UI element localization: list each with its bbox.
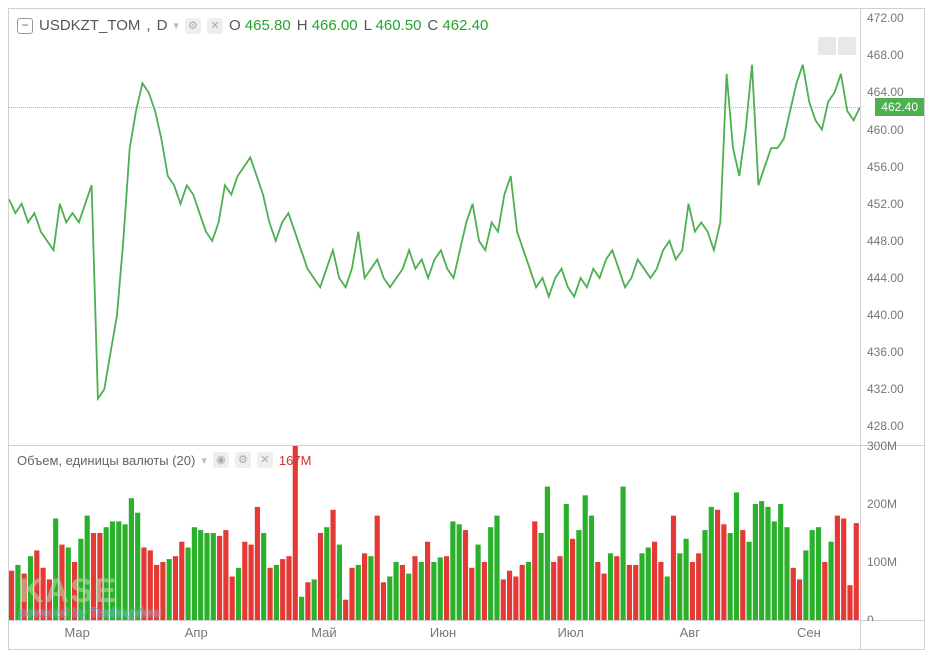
price-y-axis[interactable]: 462.40 428.00 432.00 436.00 440.00 444.00 448… (860, 9, 924, 445)
close-icon[interactable]: ✕ (257, 452, 273, 468)
y-tick-label: 432.00 (867, 382, 904, 396)
volume-title: Объем, единицы валюты (20) (17, 453, 195, 468)
ohlc-high: H 466.00 (297, 17, 358, 34)
panel-toolbar (818, 37, 856, 55)
y-tick-label: 100M (867, 555, 897, 569)
price-line-chart (9, 9, 860, 445)
y-tick-label: 456.00 (867, 160, 904, 174)
time-axis-area: Мар Апр Май Июн Июл Авг Сен (9, 621, 860, 649)
panel-tool-1-icon[interactable] (818, 37, 836, 55)
chart-container: − USDKZT_TOM, D ▾ ⚙ ✕ O 465.80 H 466.00 … (8, 8, 925, 650)
eye-icon[interactable]: ◉ (213, 452, 229, 468)
x-tick-label: Июн (430, 625, 456, 640)
powered-by-label: powered by TradingView (19, 605, 161, 620)
price-panel: − USDKZT_TOM, D ▾ ⚙ ✕ O 465.80 H 466.00 … (9, 9, 924, 446)
x-tick-label: Авг (680, 625, 700, 640)
x-tick-label: Июл (557, 625, 583, 640)
volume-value: 167M (279, 453, 312, 468)
ohlc-low: L 460.50 (364, 17, 422, 34)
chevron-down-icon[interactable]: ▾ (173, 19, 179, 32)
x-tick-label: Мар (64, 625, 89, 640)
chevron-down-icon[interactable]: ▾ (201, 454, 207, 467)
collapse-icon[interactable]: − (17, 18, 33, 34)
y-tick-label: 440.00 (867, 308, 904, 322)
y-tick-label: 460.00 (867, 123, 904, 137)
volume-header: Объем, единицы валюты (20) ▾ ◉ ⚙ ✕ 167M (17, 452, 311, 468)
volume-panel: KASE powered by TradingView Объем, едини… (9, 446, 924, 621)
x-tick-label: Апр (185, 625, 208, 640)
y-tick-label: 468.00 (867, 48, 904, 62)
ohlc-open: O 465.80 (229, 17, 291, 34)
symbol-interval: D (157, 17, 168, 34)
y-tick-label: 444.00 (867, 271, 904, 285)
y-tick-label: 200M (867, 497, 897, 511)
y-tick-label: 436.00 (867, 345, 904, 359)
ohlc-close: C 462.40 (427, 17, 488, 34)
watermark: KASE powered by TradingView (19, 572, 161, 620)
price-header: − USDKZT_TOM, D ▾ ⚙ ✕ O 465.80 H 466.00 … (17, 17, 488, 34)
panel-tool-2-icon[interactable] (838, 37, 856, 55)
x-tick-label: Май (311, 625, 336, 640)
y-tick-label: 472.00 (867, 11, 904, 25)
y-tick-label: 452.00 (867, 197, 904, 211)
close-icon[interactable]: ✕ (207, 18, 223, 34)
price-plot-area[interactable]: − USDKZT_TOM, D ▾ ⚙ ✕ O 465.80 H 466.00 … (9, 9, 860, 445)
time-axis[interactable]: Мар Апр Май Июн Июл Авг Сен (9, 621, 924, 649)
symbol-name[interactable]: USDKZT_TOM (39, 17, 140, 34)
y-tick-label: 428.00 (867, 419, 904, 433)
y-tick-label: 448.00 (867, 234, 904, 248)
current-price-tag: 462.40 (875, 98, 924, 116)
gear-icon[interactable]: ⚙ (185, 18, 201, 34)
volume-y-axis[interactable]: 0100M200M300M (860, 446, 924, 620)
gear-icon[interactable]: ⚙ (235, 452, 251, 468)
current-price-line (9, 107, 860, 108)
time-axis-spacer (860, 621, 924, 649)
x-tick-label: Сен (797, 625, 821, 640)
y-tick-label: 300M (867, 439, 897, 453)
volume-plot-area[interactable]: KASE powered by TradingView Объем, едини… (9, 446, 860, 620)
